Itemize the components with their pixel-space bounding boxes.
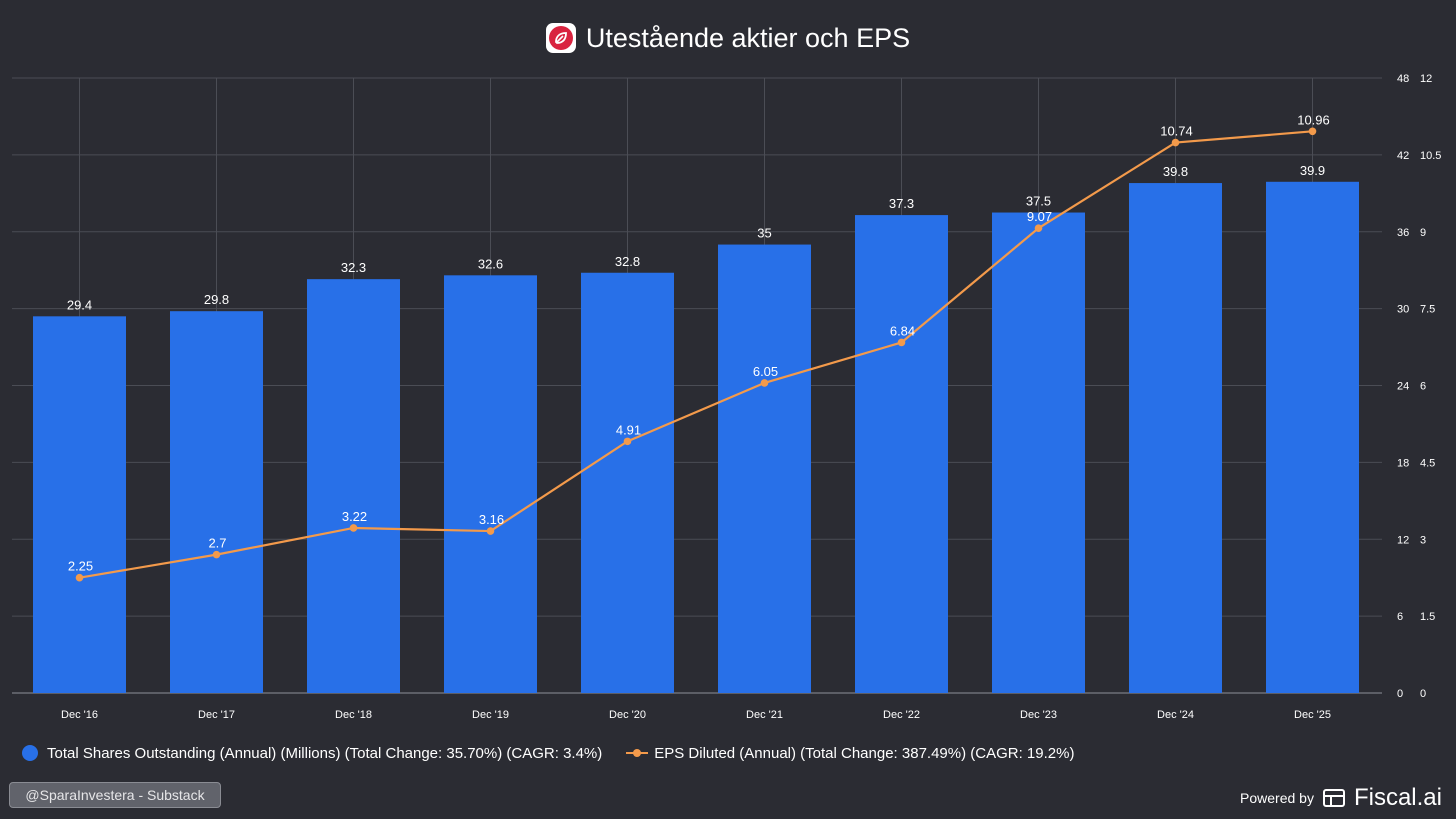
eps-data-point — [486, 527, 495, 535]
bar — [581, 272, 674, 693]
eps-data-label: 2.7 — [208, 536, 226, 551]
eps-data-point — [897, 338, 906, 347]
bar-data-label: 37.5 — [1026, 194, 1051, 209]
eps-data-point — [760, 379, 769, 387]
bar — [992, 212, 1085, 693]
eps-series-line — [79, 130, 1313, 579]
bar-data-label: 29.4 — [67, 297, 92, 312]
powered-by: Powered by Fiscal.ai — [1240, 783, 1442, 813]
eps-data-point — [349, 524, 358, 532]
ica-leaf-logo-icon — [545, 23, 576, 53]
x-tick-label: Dec '17 — [198, 709, 235, 721]
eps-data-label: 9.07 — [1027, 209, 1052, 224]
bar-data-label: 32.8 — [615, 254, 640, 269]
watermark-badge: @SparaInvestera - Substack — [9, 782, 221, 808]
y-right-tick-label: 7.5 — [1420, 304, 1435, 316]
bar-data-label: 32.6 — [478, 256, 503, 271]
y-left-tick-label: 12 — [1397, 534, 1409, 546]
y-left-tick-label: 36 — [1397, 227, 1409, 239]
x-tick-label: Dec '20 — [609, 709, 646, 721]
brand-name: Fiscal.ai — [1353, 784, 1442, 811]
y-right-tick-label: 4.5 — [1420, 457, 1435, 469]
y-right-tick-label: 3 — [1420, 534, 1426, 546]
x-tick-label: Dec '21 — [746, 709, 783, 721]
bar-data-label: 35 — [757, 226, 771, 241]
eps-data-label: 6.05 — [753, 364, 778, 379]
bar — [718, 244, 811, 693]
x-tick-label: Dec '24 — [1157, 709, 1194, 721]
eps-data-label: 3.22 — [342, 509, 367, 524]
powered-by-text: Powered by — [1240, 790, 1314, 806]
y-right-tick-label: 9 — [1420, 227, 1426, 239]
y-left-tick-label: 0 — [1397, 688, 1403, 700]
bar-data-label: 29.8 — [204, 292, 229, 307]
y-left-tick-label: 6 — [1397, 611, 1403, 623]
x-tick-label: Dec '19 — [472, 709, 509, 721]
y-left-tick-label: 24 — [1397, 381, 1409, 393]
eps-data-label: 2.25 — [68, 559, 93, 574]
bar — [33, 316, 126, 693]
bar — [444, 275, 537, 693]
eps-data-point — [212, 550, 221, 559]
y-right-tick-label: 10.5 — [1420, 150, 1441, 162]
eps-data-label: 4.91 — [616, 422, 641, 437]
y-right-tick-label: 1.5 — [1420, 611, 1435, 623]
eps-data-point — [1171, 138, 1180, 147]
eps-data-label: 10.74 — [1160, 124, 1193, 139]
y-left-tick-label: 30 — [1397, 304, 1409, 316]
eps-data-label: 10.96 — [1297, 112, 1330, 127]
legend-line-swatch[interactable] — [626, 745, 649, 761]
bar — [307, 279, 400, 693]
bar — [855, 215, 948, 693]
y-right-tick-label: 6 — [1420, 381, 1426, 393]
fiscal-ai-logo-icon — [1322, 789, 1345, 807]
y-left-tick-label: 18 — [1397, 457, 1409, 469]
chart-title: Utestående aktier och EPS — [585, 22, 911, 53]
bar — [1266, 181, 1359, 693]
legend-line-label[interactable]: EPS Diluted (Annual) (Total Change: 387.… — [654, 744, 1075, 762]
bar-data-label: 39.8 — [1163, 164, 1188, 179]
y-right-tick-label: 12 — [1420, 73, 1432, 85]
x-tick-label: Dec '23 — [1020, 709, 1057, 721]
chart-legend: Total Shares Outstanding (Annual) (Milli… — [22, 742, 1074, 764]
bar-data-label: 32.3 — [341, 260, 366, 275]
bar-data-label: 39.9 — [1300, 163, 1325, 178]
x-tick-label: Dec '16 — [61, 709, 98, 721]
x-tick-label: Dec '18 — [335, 709, 372, 721]
x-tick-label: Dec '22 — [883, 709, 920, 721]
legend-bar-swatch[interactable] — [22, 745, 38, 761]
eps-data-point — [1308, 127, 1317, 136]
x-tick-label: Dec '25 — [1294, 709, 1331, 721]
bar — [170, 311, 263, 693]
eps-data-point — [1034, 224, 1043, 232]
y-left-tick-label: 48 — [1397, 73, 1409, 85]
eps-data-label: 6.84 — [890, 323, 915, 338]
eps-data-point — [75, 573, 84, 582]
eps-data-label: 3.16 — [479, 512, 504, 527]
bar-data-label: 37.3 — [889, 196, 914, 211]
legend-bar-label[interactable]: Total Shares Outstanding (Annual) (Milli… — [47, 744, 603, 762]
bar — [1129, 183, 1222, 693]
eps-data-point — [623, 437, 632, 446]
y-left-tick-label: 42 — [1397, 150, 1409, 162]
chart-header: Utestående aktier och EPS — [0, 18, 1456, 58]
y-right-tick-label: 0 — [1420, 688, 1426, 700]
